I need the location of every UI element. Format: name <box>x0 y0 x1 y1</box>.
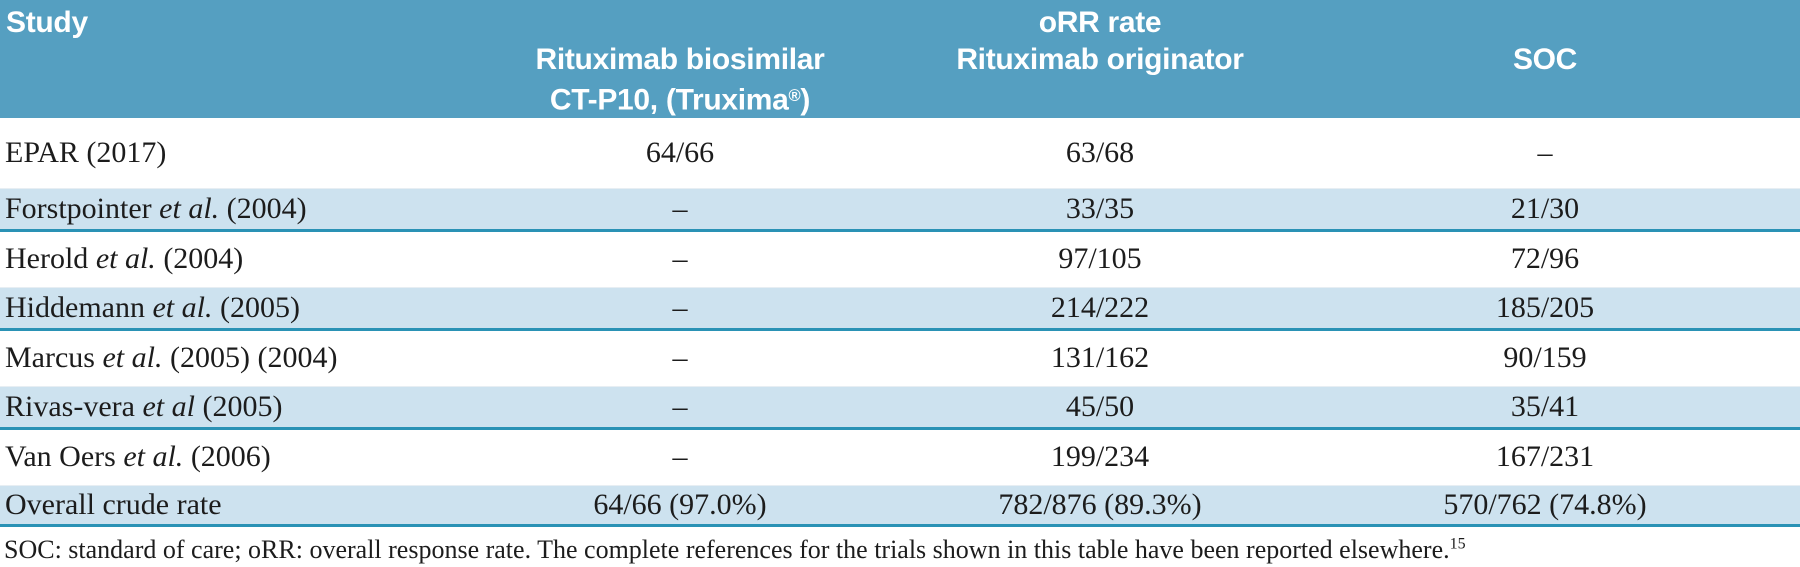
originator-value: 199/234 <box>910 428 1290 486</box>
footnote-reference-number: 15 <box>1449 534 1466 552</box>
table-row: Van Oers et al. (2006) – 199/234 167/231 <box>0 428 1800 486</box>
soc-value: 570/762 (74.8%) <box>1290 485 1800 527</box>
biosimilar-value: – <box>450 287 910 331</box>
originator-value: 782/876 (89.3%) <box>910 485 1290 527</box>
footnote-text: SOC: standard of care; oRR: overall resp… <box>4 534 1450 564</box>
table-row: Rivas-vera et al (2005) – 45/50 35/41 <box>0 386 1800 430</box>
table-header: Study Rituximab biosimilar CT-P10, (Trux… <box>0 0 1800 118</box>
soc-header-label: SOC <box>1512 43 1578 76</box>
biosimilar-value: 64/66 (97.0%) <box>450 485 910 527</box>
study-header-label: Study <box>6 6 88 39</box>
table-row-overall: Overall crude rate 64/66 (97.0%) 782/876… <box>0 485 1800 527</box>
biosimilar-header-line1: Rituximab biosimilar <box>535 43 825 76</box>
header-spacer <box>450 4 910 41</box>
biosimilar-value: – <box>450 188 910 232</box>
biosimilar-header-line2: CT-P10, (Truxima®) <box>549 83 811 117</box>
originator-header-label: Rituximab originator <box>956 43 1244 76</box>
biosimilar-value: – <box>450 329 910 387</box>
biosimilar-value: 64/66 <box>450 118 910 189</box>
study-name: Forstpointer et al. (2004) <box>0 188 450 232</box>
biosimilar-value: – <box>450 230 910 288</box>
biosimilar-value: – <box>450 386 910 430</box>
table-footnote: SOC: standard of care; oRR: overall resp… <box>0 527 1800 565</box>
originator-value: 97/105 <box>910 230 1290 288</box>
soc-value: 35/41 <box>1290 386 1800 430</box>
table-row: Herold et al. (2004) – 97/105 72/96 <box>0 230 1800 288</box>
soc-value: 167/231 <box>1290 428 1800 486</box>
study-name: Hiddemann et al. (2005) <box>0 287 450 331</box>
originator-value: 33/35 <box>910 188 1290 232</box>
originator-value: 63/68 <box>910 118 1290 189</box>
soc-value: 21/30 <box>1290 188 1800 232</box>
table-body: EPAR (2017) 64/66 63/68 – Forstpointer e… <box>0 118 1800 527</box>
study-name: EPAR (2017) <box>0 118 450 189</box>
originator-value: 214/222 <box>910 287 1290 331</box>
header-spacer <box>1290 4 1800 41</box>
originator-value: 131/162 <box>910 329 1290 387</box>
table-row: Hiddemann et al. (2005) – 214/222 185/20… <box>0 287 1800 331</box>
table-row: Marcus et al. (2005) (2004) – 131/162 90… <box>0 329 1800 387</box>
study-name: Marcus et al. (2005) (2004) <box>0 329 450 387</box>
study-name: Overall crude rate <box>0 485 450 527</box>
study-name: Herold et al. (2004) <box>0 230 450 288</box>
soc-value: 185/205 <box>1290 287 1800 331</box>
soc-value: 72/96 <box>1290 230 1800 288</box>
column-header-study: Study <box>0 0 450 118</box>
soc-value: 90/159 <box>1290 329 1800 387</box>
column-header-biosimilar: Rituximab biosimilar CT-P10, (Truxima®) <box>450 0 910 118</box>
column-header-soc: SOC <box>1290 0 1800 118</box>
registered-trademark-symbol: ® <box>788 87 801 105</box>
biosimilar-value: – <box>450 428 910 486</box>
study-name: Rivas-vera et al (2005) <box>0 386 450 430</box>
table-row: EPAR (2017) 64/66 63/68 – <box>0 118 1800 189</box>
soc-value: – <box>1290 118 1800 189</box>
orr-results-table: Study Rituximab biosimilar CT-P10, (Trux… <box>0 0 1800 527</box>
table-row: Forstpointer et al. (2004) – 33/35 21/30 <box>0 188 1800 232</box>
study-name: Van Oers et al. (2006) <box>0 428 450 486</box>
orr-rate-header-label: oRR rate <box>1038 6 1162 39</box>
column-header-originator: oRR rate Rituximab originator <box>910 0 1290 118</box>
originator-value: 45/50 <box>910 386 1290 430</box>
